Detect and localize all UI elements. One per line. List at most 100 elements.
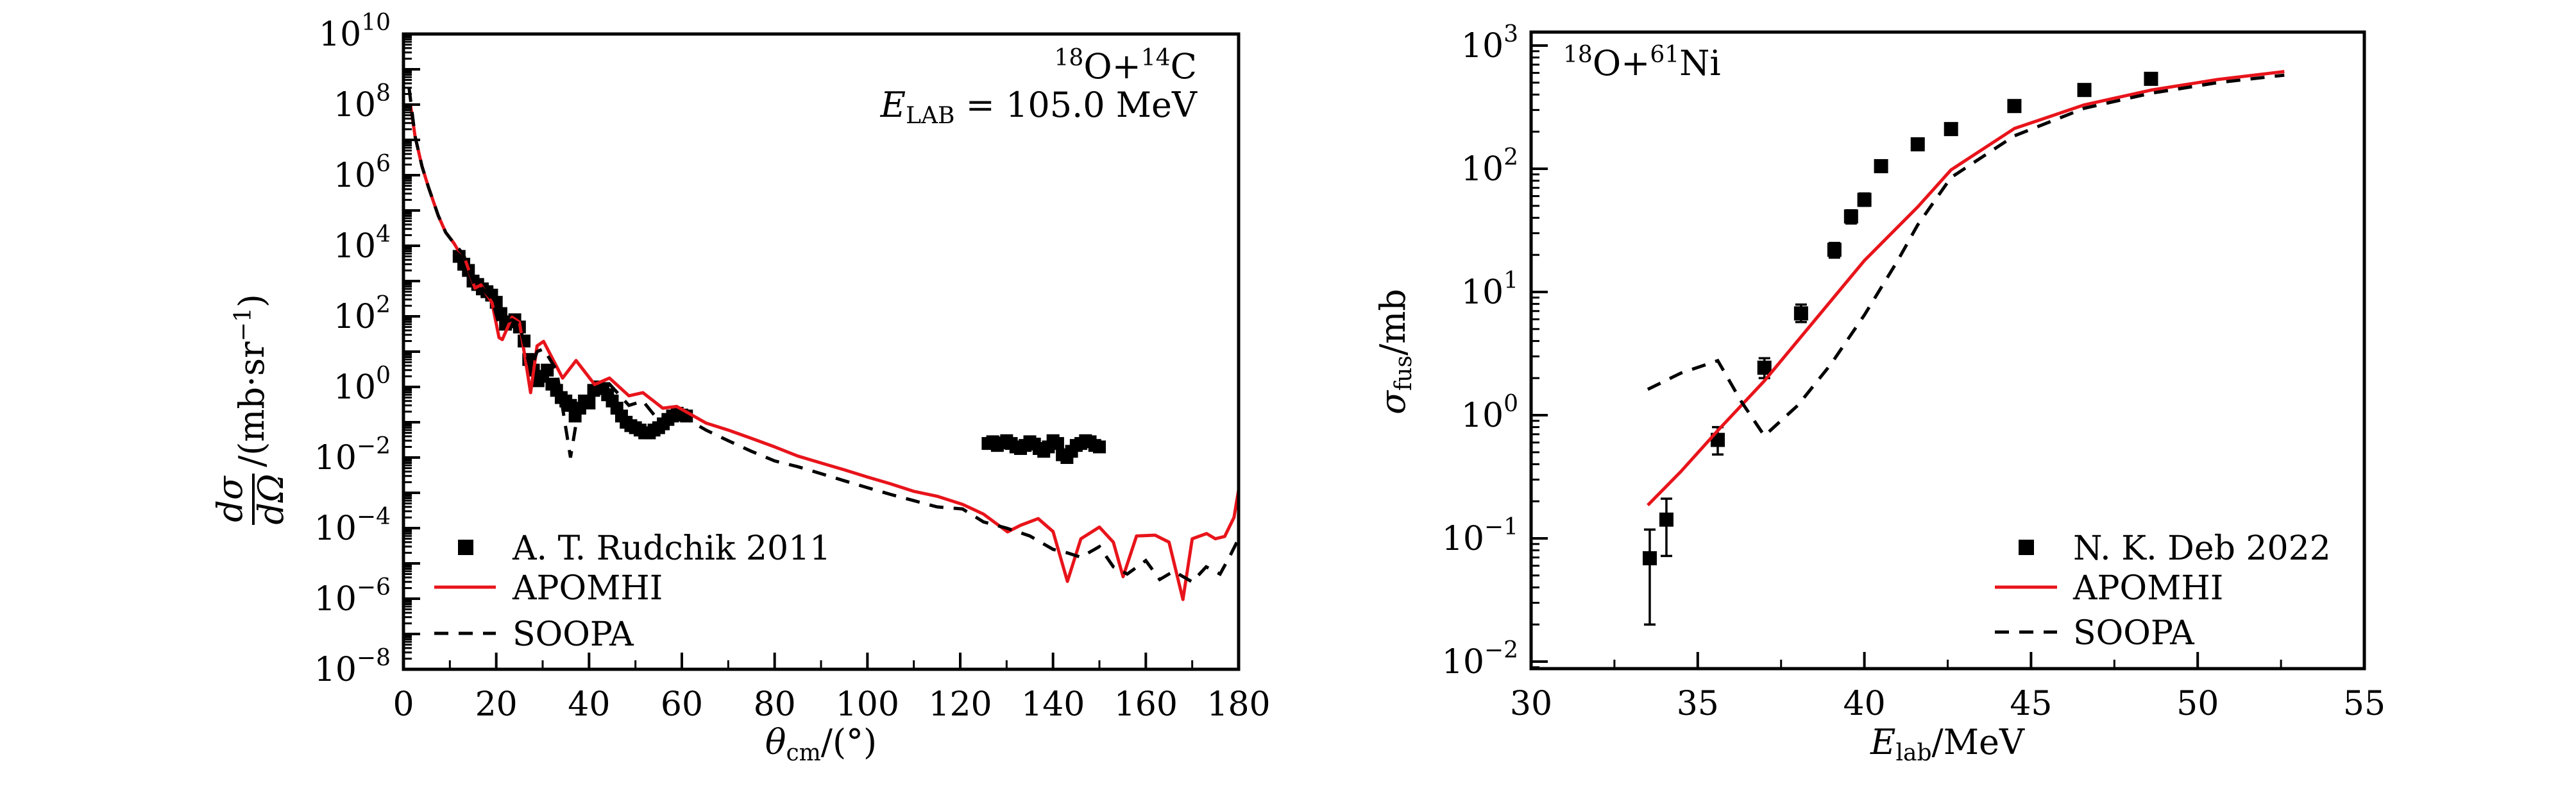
right-apomhi-curve xyxy=(1647,70,2285,507)
right-data-point xyxy=(1843,209,1858,224)
left-xlabel-symbol: θ xyxy=(765,722,786,762)
left-x-tick-label: 40 xyxy=(568,685,610,724)
right-data-point xyxy=(2077,83,2092,98)
right-data-point xyxy=(1757,360,1772,375)
left-legend-label-soopa: SOOPA xyxy=(513,615,634,654)
left-y-tick-label: 10−4 xyxy=(314,504,391,548)
right-data-point xyxy=(1642,551,1657,565)
right-xlabel-unit: /MeV xyxy=(1932,722,2025,762)
left-axis-ticks xyxy=(402,33,1240,671)
right-data-point xyxy=(2144,71,2158,86)
right-y-tick-label: 10−1 xyxy=(1442,514,1518,558)
right-y-tick-label: 100 xyxy=(1461,391,1518,435)
right-soopa-curve xyxy=(1647,73,2285,438)
right-legend: N. K. Deb 2022 APOMHI SOOPA xyxy=(1995,529,2331,653)
right-annot-projectile: O xyxy=(1593,43,1621,83)
left-x-tick-label: 120 xyxy=(928,685,992,724)
right-ylabel-unit: /mb xyxy=(1373,289,1413,355)
left-legend: A. T. Rudchik 2011 APOMHI SOOPA xyxy=(434,529,831,654)
right-y-axis-title: σfus/mb xyxy=(1373,289,1417,415)
left-x-tick-label: 80 xyxy=(754,685,796,724)
right-data-point xyxy=(2007,99,2022,114)
right-xlabel-sub: lab xyxy=(1895,740,1931,766)
left-ylabel-unit-sup: −1 xyxy=(230,307,257,341)
left-y-tick-label: 102 xyxy=(334,292,391,336)
right-data-point xyxy=(1910,137,1925,151)
left-annot-energy-symbol: E xyxy=(880,85,906,125)
right-x-tick-label: 30 xyxy=(1510,685,1552,723)
right-annot-mass-b: 61 xyxy=(1650,42,1679,68)
left-x-tick-label: 140 xyxy=(1021,685,1085,724)
right-legend-label-deb: N. K. Deb 2022 xyxy=(2073,529,2331,568)
left-ylabel-numerator: dσ xyxy=(210,475,250,522)
left-y-tick-label: 104 xyxy=(334,221,391,266)
right-annot-target: Ni xyxy=(1679,43,1721,83)
right-legend-label-soopa: SOOPA xyxy=(2073,614,2195,653)
left-x-tick-label: 60 xyxy=(661,685,703,724)
left-annot-target: C xyxy=(1171,46,1197,87)
left-y-tick-label: 100 xyxy=(334,363,391,407)
right-x-tick-label: 50 xyxy=(2176,685,2219,723)
right-data-point xyxy=(1793,306,1808,321)
right-y-tick-label: 101 xyxy=(1461,268,1518,312)
right-data-point xyxy=(1827,243,1842,257)
right-legend-marker-deb xyxy=(2019,540,2034,555)
right-xlabel-symbol: E xyxy=(1870,722,1895,762)
left-x-tick-label: 100 xyxy=(836,685,899,724)
left-ylabel-unit-text: /(mb·sr xyxy=(232,341,272,467)
left-annot-projectile: O xyxy=(1083,46,1112,87)
left-annot-energy-value: = 105.0 MeV xyxy=(954,85,1198,125)
left-y-tick-label: 108 xyxy=(334,80,391,124)
left-data-point xyxy=(1093,440,1106,454)
left-legend-label-apomhi: APOMHI xyxy=(512,569,663,608)
left-reaction-annotation: 18O+14C xyxy=(1055,45,1197,87)
right-reaction-annotation: 18O+61Ni xyxy=(1563,42,1721,83)
right-ylabel-symbol: σ xyxy=(1373,390,1413,415)
left-annot-plus: + xyxy=(1112,46,1141,87)
left-data-point xyxy=(541,363,554,377)
left-plot-area xyxy=(407,87,1239,601)
left-soopa-curve xyxy=(407,87,1239,584)
left-ylabel-unit-close: ) xyxy=(232,294,272,307)
left-data-point xyxy=(582,397,596,410)
right-x-tick-label: 55 xyxy=(2343,685,2385,723)
left-ylabel-denominator: dΩ xyxy=(251,474,291,524)
left-energy-annotation: ELAB = 105.0 MeV xyxy=(880,85,1198,129)
right-y-tick-label: 10−2 xyxy=(1442,637,1518,681)
right-y-tick-label: 103 xyxy=(1461,21,1518,65)
left-y-tick-label: 1010 xyxy=(319,10,391,54)
right-x-axis-title: Elab/MeV xyxy=(1870,722,2025,766)
left-tick-labels: 0 20 40 60 80 100 120 140 160 180 10−8 10−6 10−4 10−2… xyxy=(314,10,1271,724)
left-apomhi-curve xyxy=(409,104,1239,601)
left-y-axis-title: dσ dΩ /(mb·sr−1) xyxy=(210,294,291,525)
left-x-tick-label: 20 xyxy=(475,685,518,724)
left-x-tick-label: 0 xyxy=(393,685,414,724)
left-legend-marker-rudchik xyxy=(458,540,473,555)
left-y-tick-label: 10−2 xyxy=(314,433,391,477)
right-data-point xyxy=(1944,122,1958,137)
right-annot-plus: + xyxy=(1621,43,1650,83)
right-legend-label-apomhi: APOMHI xyxy=(2072,569,2223,608)
right-axis-ticks xyxy=(1530,44,2366,669)
left-x-axis-title: θcm/(°) xyxy=(765,722,877,766)
left-x-tick-label: 160 xyxy=(1114,685,1178,724)
right-annot-mass-a: 18 xyxy=(1563,42,1593,68)
right-plot-area xyxy=(1642,70,2285,626)
right-x-tick-label: 45 xyxy=(2010,685,2052,723)
left-series-group xyxy=(407,87,1239,601)
left-y-tick-label: 106 xyxy=(334,151,391,195)
right-series-group xyxy=(1642,70,2285,626)
left-ylabel-unit: /(mb·sr−1) xyxy=(230,294,272,467)
left-panel-chart: 0 20 40 60 80 100 120 140 160 180 10−8 10−6 10−4 10−2… xyxy=(210,10,1271,766)
right-data-point xyxy=(1659,512,1674,527)
left-x-tick-label: 180 xyxy=(1207,685,1270,724)
right-x-tick-label: 40 xyxy=(1843,685,1886,723)
left-legend-label-rudchik: A. T. Rudchik 2011 xyxy=(512,529,831,568)
left-annot-mass-a: 18 xyxy=(1055,45,1084,71)
right-tick-labels: 30 35 40 45 50 55 10−2 10−1 100 101 102 103 xyxy=(1442,21,2385,723)
left-y-tick-label: 10−6 xyxy=(314,574,391,619)
left-xlabel-unit: /(°) xyxy=(821,722,877,762)
right-data-point xyxy=(1874,158,1888,173)
